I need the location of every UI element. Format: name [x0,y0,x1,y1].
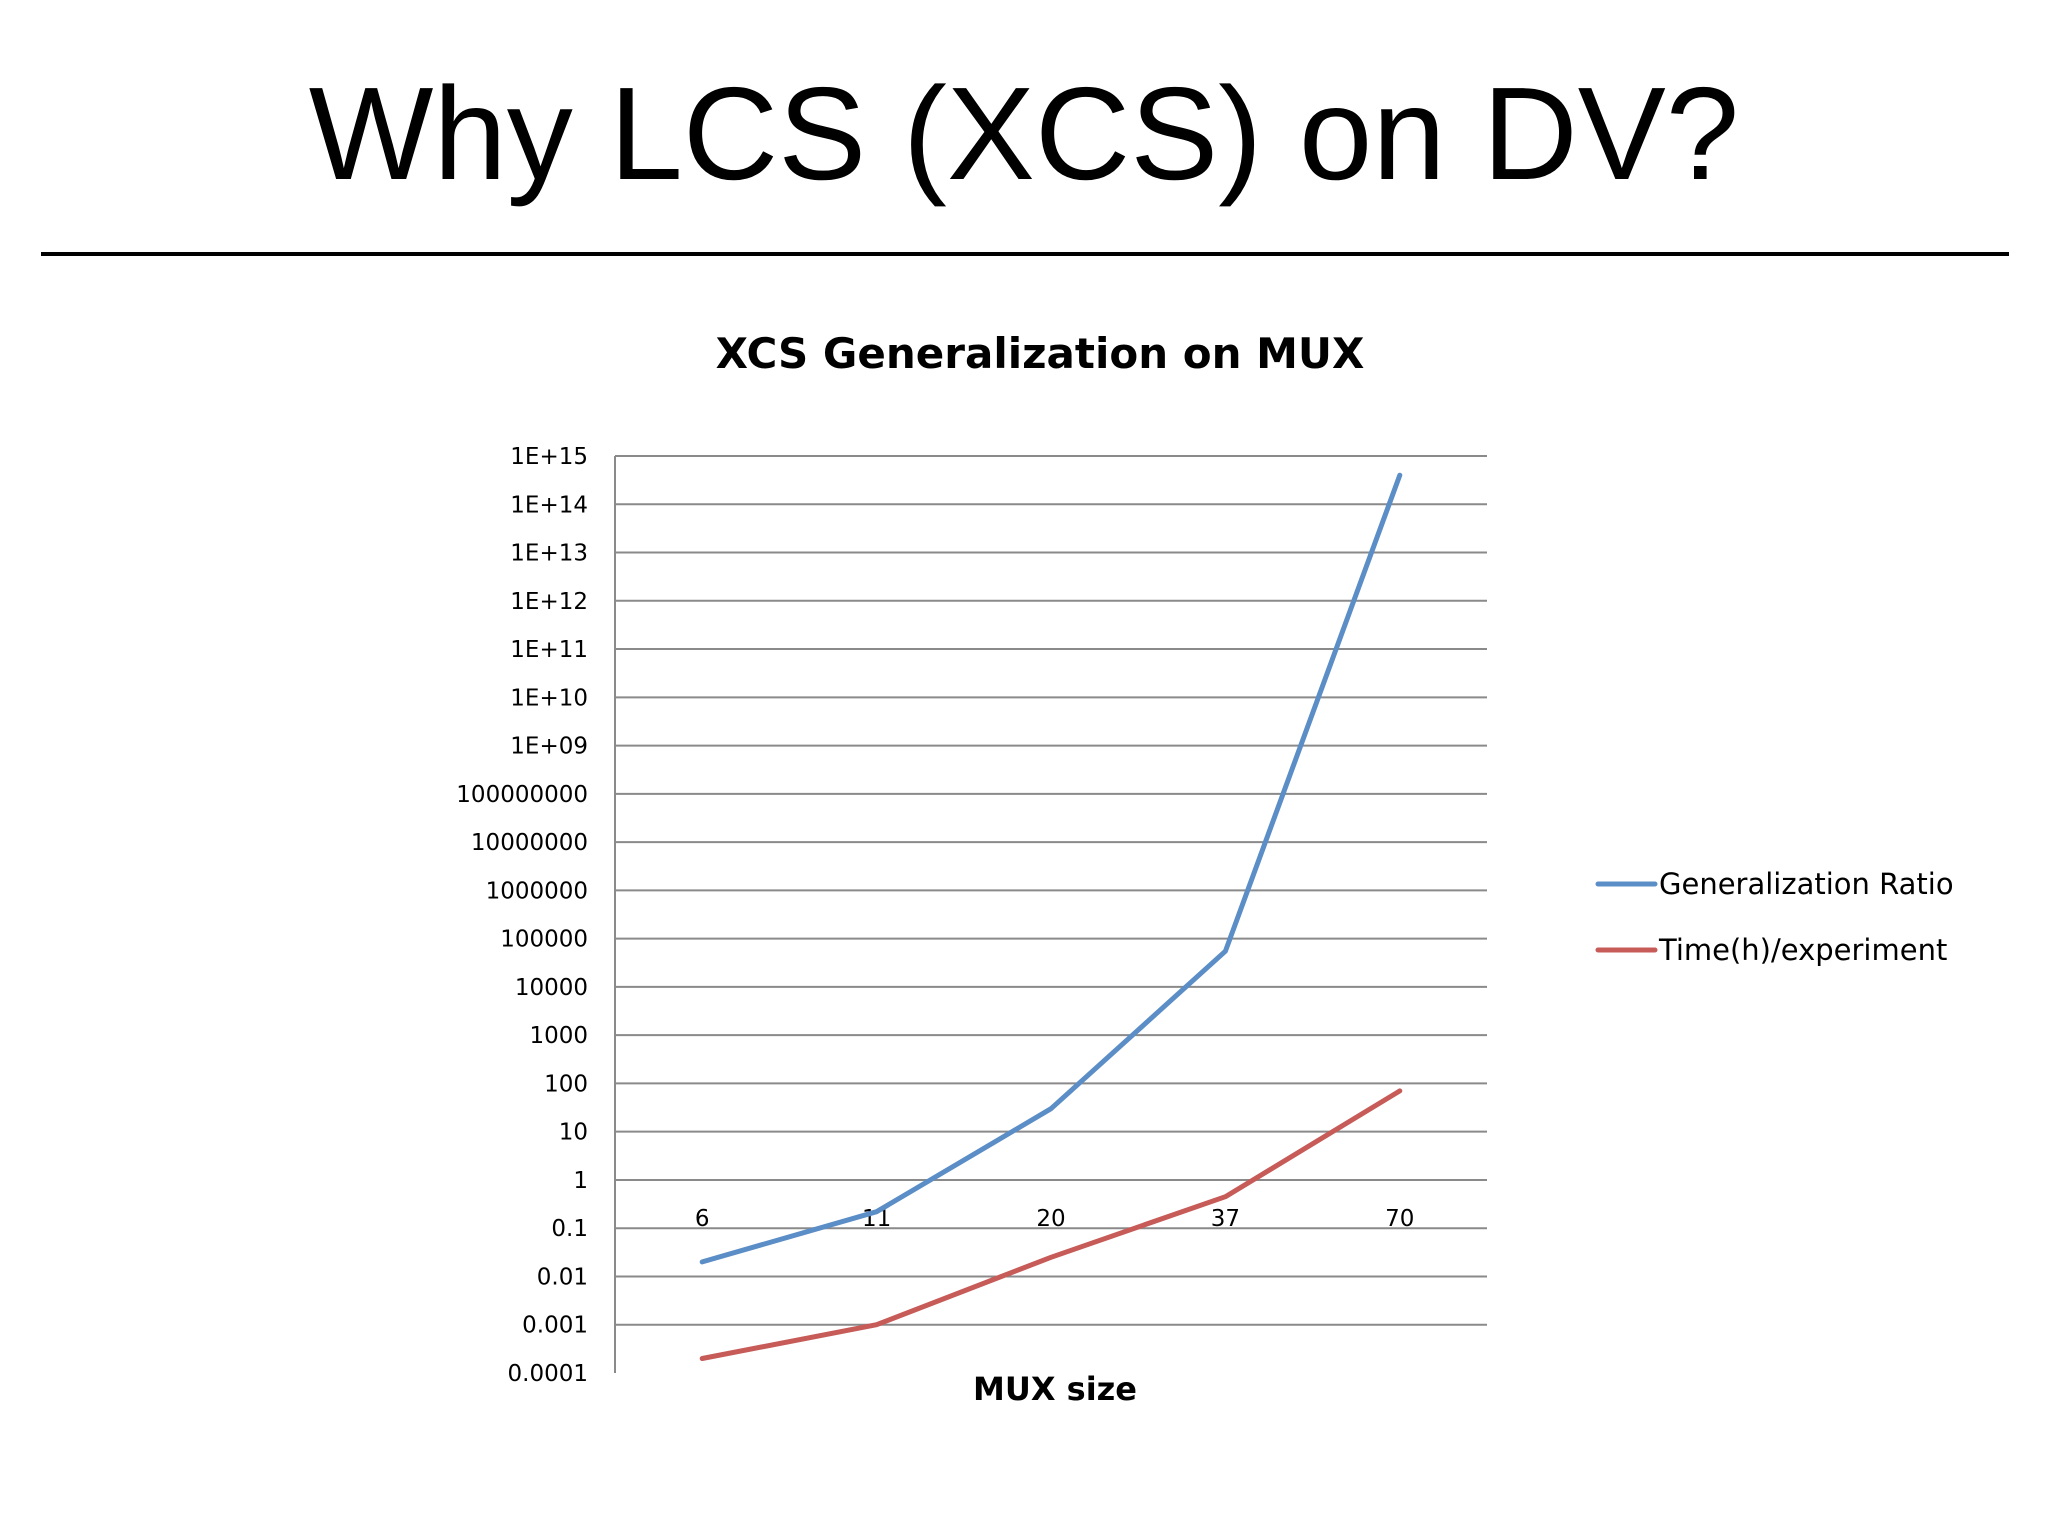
y-tick-label: 1E+15 [510,444,588,470]
y-tick-label: 100 [544,1071,588,1097]
x-tick-label: 20 [1036,1206,1065,1232]
slide-title: Why LCS (XCS) on DV? [308,60,1740,207]
y-tick-label: 1E+10 [510,685,588,711]
x-tick-label: 37 [1211,1206,1240,1232]
y-tick-label: 1E+11 [510,637,588,663]
x-axis-title: MUX size [973,1370,1137,1408]
legend-label: Generalization Ratio [1659,867,1954,901]
chart-title: XCS Generalization on MUX [716,329,1365,378]
x-tick-label: 70 [1385,1206,1414,1232]
y-tick-label: 0.0001 [508,1361,588,1387]
y-tick-label: 10 [559,1120,588,1146]
gridlines [614,455,1487,1373]
y-tick-label: 1E+12 [510,589,588,615]
y-tick-label: 100000000 [456,782,588,808]
y-axis-ticks: 0.0001 0.001 0.01 0.1 1 10 100 1000 10000 100000 1… [456,444,588,1387]
y-tick-label: 1000 [529,1023,588,1049]
x-tick-label: 6 [695,1206,710,1232]
series-line-1 [699,1088,1403,1361]
y-tick-label: 0.01 [537,1264,588,1290]
y-tick-label: 0.001 [522,1313,588,1339]
y-tick-label: 100000 [500,927,588,953]
legend-label: Time(h)/experiment [1658,933,1947,967]
y-tick-label: 1E+09 [510,734,588,760]
title-divider [41,252,2009,256]
y-tick-label: 10000000 [471,830,588,856]
y-tick-label: 1E+13 [510,541,588,567]
legend: Generalization Ratio Time(h)/experiment [1595,867,1954,967]
y-tick-label: 1E+14 [510,492,588,518]
y-tick-label: 0.1 [551,1216,588,1242]
series-line-0 [699,472,1403,1265]
y-tick-label: 1000000 [486,878,588,904]
y-tick-label: 1 [573,1168,588,1194]
y-tick-label: 10000 [515,975,588,1001]
series-lines [699,472,1403,1361]
